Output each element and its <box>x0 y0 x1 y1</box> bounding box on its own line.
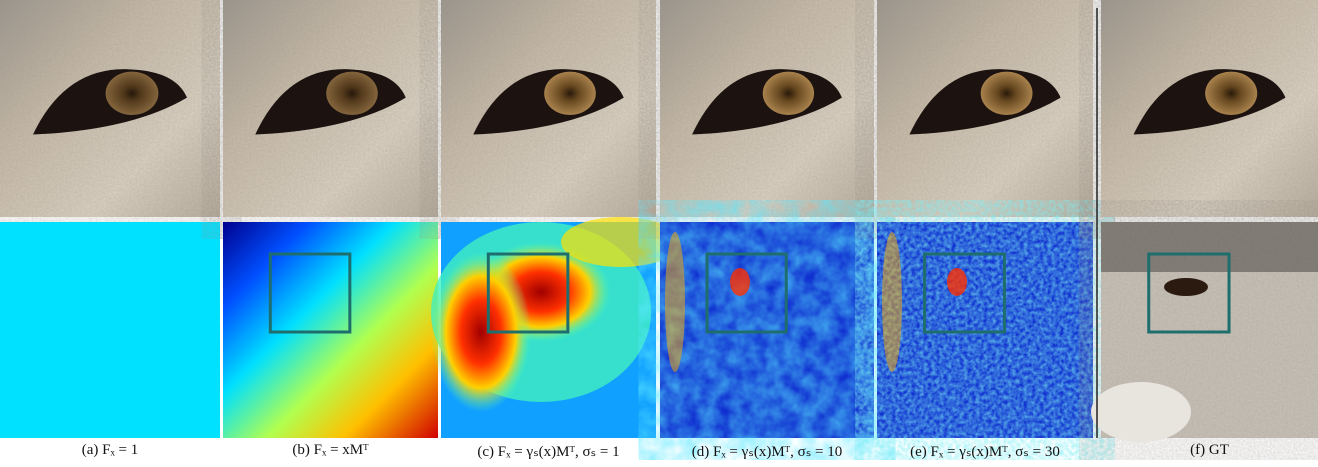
eye-iris <box>763 72 814 115</box>
gt-eye <box>1164 278 1208 296</box>
caption: (c) Fₓ = γₛ(x)Mᵀ, σₛ = 1 <box>441 442 656 464</box>
eye-iris <box>544 72 596 115</box>
figure: (a) Fₓ = 1(b) Fₓ = xMᵀ(c) Fₓ = γₛ(x)Mᵀ, … <box>0 0 1318 467</box>
caption: (e) Fₓ = γₛ(x)Mᵀ, σₛ = 30 <box>877 442 1093 464</box>
eye-iris <box>106 72 159 115</box>
caption: (b) Fₓ = xMᵀ <box>223 442 438 464</box>
caption: (f) GT <box>1101 442 1318 464</box>
map-edge <box>665 232 685 372</box>
gt-muzzle <box>1091 382 1191 442</box>
caption: (d) Fₓ = γₛ(x)Mᵀ, σₛ = 10 <box>660 442 874 464</box>
map-hot <box>730 268 750 296</box>
map-edge <box>882 232 902 372</box>
figure-panels <box>0 0 1318 467</box>
map-constant <box>0 222 220 438</box>
caption: (a) Fₓ = 1 <box>0 442 220 464</box>
eye-iris <box>326 72 378 115</box>
eye-iris <box>1205 72 1257 115</box>
map-hot <box>947 268 967 296</box>
eye-iris <box>981 72 1033 115</box>
